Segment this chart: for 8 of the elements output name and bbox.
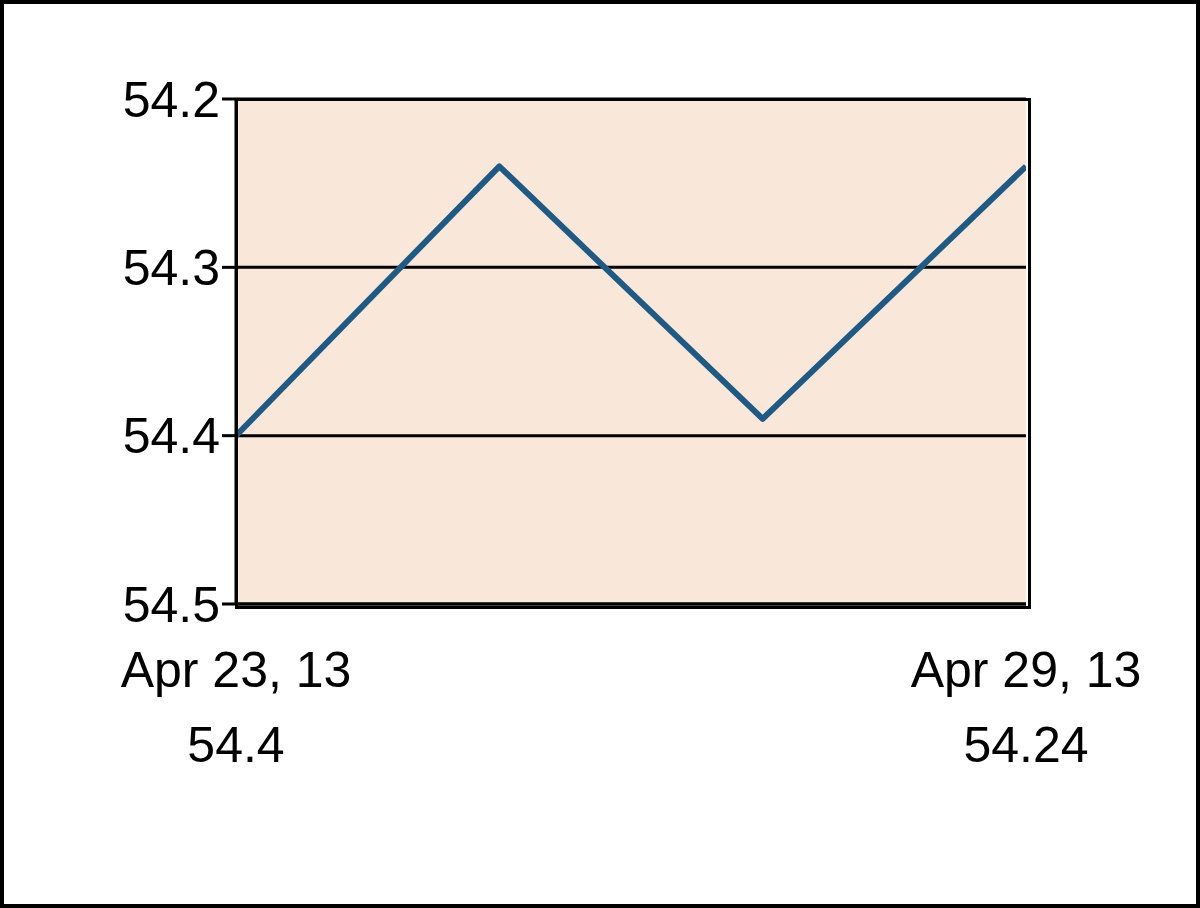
text: 54.24 <box>963 717 1089 773</box>
text: 54.4 <box>187 717 285 773</box>
y-tick-label: 54.2 <box>122 71 220 128</box>
y-tick-label: 54.3 <box>122 240 220 297</box>
y-tick-label: 54.4 <box>122 408 220 465</box>
x-tick-label: Apr 23, 13 <box>120 642 352 698</box>
x-tick-label: Apr 29, 13 <box>910 642 1142 698</box>
y-tick-label: 54.5 <box>122 576 220 633</box>
